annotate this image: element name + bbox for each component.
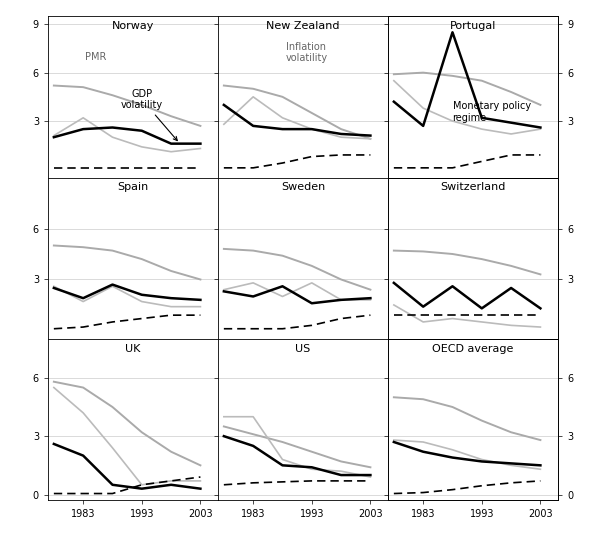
Text: Inflation
volatility: Inflation volatility — [286, 42, 328, 63]
Text: Switzerland: Switzerland — [440, 182, 506, 193]
Text: Norway: Norway — [112, 21, 154, 31]
Text: GDP
volatility: GDP volatility — [121, 89, 177, 140]
Text: Portugal: Portugal — [450, 21, 496, 31]
Text: UK: UK — [125, 344, 140, 354]
Text: New Zealand: New Zealand — [266, 21, 340, 31]
Text: Spain: Spain — [118, 182, 149, 193]
Text: OECD average: OECD average — [433, 344, 514, 354]
Text: Sweden: Sweden — [281, 182, 325, 193]
Text: US: US — [295, 344, 311, 354]
Text: PMR: PMR — [85, 52, 107, 62]
Text: Monetary policy
regime: Monetary policy regime — [452, 102, 531, 123]
